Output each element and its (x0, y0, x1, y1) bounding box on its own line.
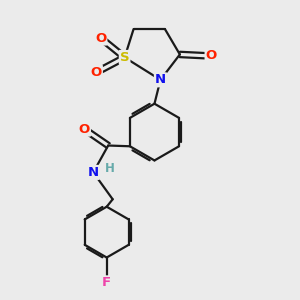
Text: H: H (105, 162, 115, 175)
Text: N: N (155, 73, 166, 86)
Text: O: O (95, 32, 106, 44)
Text: O: O (206, 50, 217, 62)
Text: O: O (79, 123, 90, 136)
Text: F: F (102, 276, 111, 290)
Text: N: N (88, 166, 99, 179)
Text: S: S (120, 51, 129, 64)
Text: O: O (91, 66, 102, 79)
